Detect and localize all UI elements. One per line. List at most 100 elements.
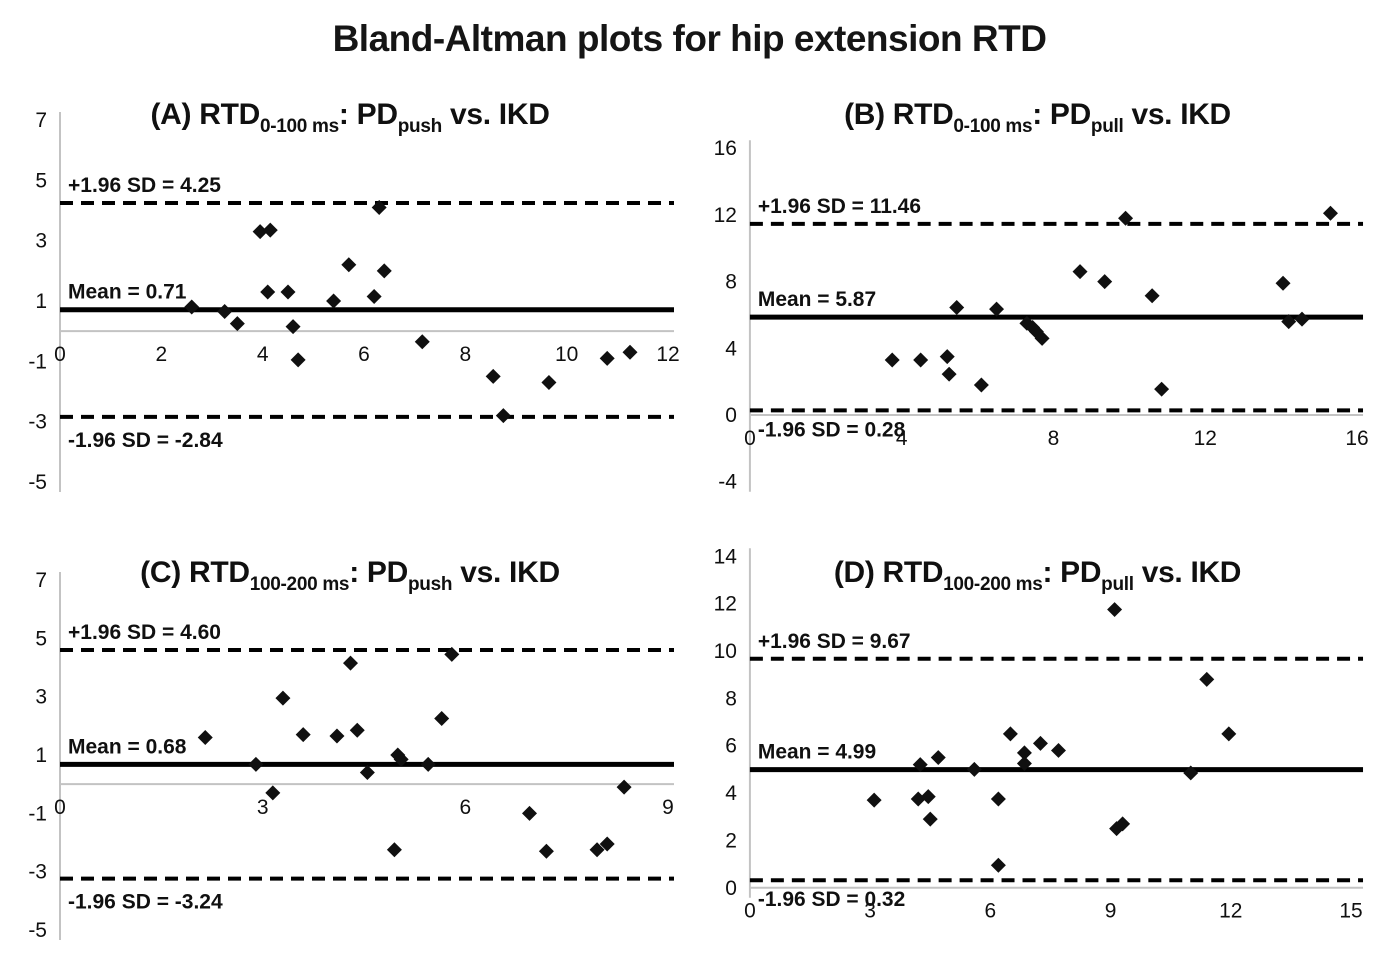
data-point <box>1016 755 1032 771</box>
data-point <box>622 344 638 360</box>
x-axis-tick-label: 6 <box>459 796 471 819</box>
panel-c: 7 5 3 1 -1 -3 -5 0 3 6 9 +1.96 SD = 4.60 Mean = 0.68… <box>0 522 690 966</box>
y-axis-tick-label: 5 <box>35 627 47 650</box>
data-point <box>913 352 929 368</box>
data-point <box>371 199 387 215</box>
x-axis-tick-label: 12 <box>1219 900 1242 923</box>
y-axis-tick-label: 4 <box>725 782 737 805</box>
data-point <box>329 728 345 744</box>
lower-loa-label: -1.96 SD = 0.28 <box>758 418 906 441</box>
y-axis-tick-label: 1 <box>35 744 47 767</box>
x-axis-tick-label: 16 <box>1345 427 1368 450</box>
data-point <box>922 811 938 827</box>
figure-title: Bland-Altman plots for hip extension RTD <box>332 18 1047 59</box>
data-point <box>910 791 926 807</box>
data-point <box>341 257 357 273</box>
data-point <box>420 756 436 772</box>
data-point <box>285 319 301 335</box>
data-point <box>280 284 296 300</box>
x-axis-tick-label: 15 <box>1339 900 1362 923</box>
data-point <box>989 301 1005 317</box>
upper-loa-label: +1.96 SD = 11.46 <box>758 195 921 218</box>
y-axis-tick-label: 16 <box>714 137 737 160</box>
data-point <box>1144 288 1160 304</box>
data-point <box>366 288 382 304</box>
data-point <box>541 374 557 390</box>
data-point <box>1275 275 1291 291</box>
data-point <box>1032 735 1048 751</box>
data-point <box>252 224 268 240</box>
data-point <box>1154 381 1170 397</box>
mean-label: Mean = 0.68 <box>68 735 187 758</box>
y-axis-tick-label: 6 <box>725 735 737 758</box>
y-axis-tick-label: 7 <box>35 109 47 132</box>
x-axis-tick-label: 2 <box>155 343 167 366</box>
data-point <box>941 366 957 382</box>
x-axis-tick-label: 3 <box>257 796 269 819</box>
lower-loa-label: -1.96 SD = -2.84 <box>68 429 223 452</box>
data-point <box>973 377 989 393</box>
y-axis-tick-label: 2 <box>725 829 737 852</box>
y-axis-tick-label: 8 <box>725 687 737 710</box>
data-point <box>495 408 511 424</box>
upper-loa-label: +1.96 SD = 4.60 <box>68 621 221 644</box>
y-axis-tick-label: -5 <box>28 471 47 494</box>
data-point <box>866 792 882 808</box>
y-axis-tick-label: -4 <box>718 471 737 494</box>
x-axis-tick-label: 9 <box>662 796 674 819</box>
data-point <box>990 791 1006 807</box>
data-point <box>414 334 430 350</box>
data-point <box>265 785 281 801</box>
data-point <box>1322 205 1338 221</box>
data-point <box>599 836 615 852</box>
data-point <box>184 299 200 315</box>
y-axis-tick-label: 12 <box>714 204 737 227</box>
y-axis-tick-label: -1 <box>28 350 47 373</box>
data-point <box>290 352 306 368</box>
y-axis-tick-label: 4 <box>725 337 737 360</box>
data-point <box>930 750 946 766</box>
lower-loa-label: -1.96 SD = 0.32 <box>758 888 905 911</box>
y-axis-tick-label: 3 <box>35 686 47 709</box>
x-axis-tick-label: 8 <box>459 343 471 366</box>
x-axis-tick-label: 9 <box>1105 900 1117 923</box>
data-point <box>217 304 233 320</box>
panel-title: (B) RTD0-100 ms: PDpull vs. IKD <box>844 98 1231 137</box>
x-axis-tick-label: 0 <box>744 427 756 450</box>
x-axis-tick-label: 0 <box>744 900 756 923</box>
y-axis-tick-label: 8 <box>725 271 737 294</box>
data-point <box>616 779 632 795</box>
y-axis-tick-label: -3 <box>28 411 47 434</box>
data-point <box>990 857 1006 873</box>
panel-title: (A) RTD0-100 ms: PDpush vs. IKD <box>150 98 549 137</box>
y-axis-tick-label: 5 <box>35 169 47 192</box>
panel-b-chart: 16 12 8 4 0 -4 0 4 8 12 16 +1.96 SD = 11.46 Mean = 5… <box>714 98 1369 494</box>
data-point <box>260 284 276 300</box>
mean-label: Mean = 4.99 <box>758 741 876 764</box>
data-point <box>939 349 955 365</box>
y-axis-tick-label: -1 <box>28 802 47 825</box>
x-axis-tick-label: 8 <box>1048 427 1060 450</box>
panel-grid: 7 5 3 1 -1 -3 -5 0 2 4 6 8 10 12 +1.96 SD = 4.25 Mean =… <box>0 78 1379 966</box>
x-axis-tick-label: 12 <box>656 343 679 366</box>
x-axis-tick-label: 3 <box>864 900 876 923</box>
data-point <box>326 293 342 309</box>
x-axis-tick-label: 4 <box>896 427 908 450</box>
data-point <box>485 368 501 384</box>
data-point <box>522 805 538 821</box>
data-point <box>386 842 402 858</box>
data-point <box>434 711 450 727</box>
x-axis-tick-label: 0 <box>54 343 66 366</box>
x-axis-tick-label: 0 <box>54 796 66 819</box>
data-point <box>393 751 409 767</box>
data-point <box>1051 742 1066 758</box>
mean-label: Mean = 5.87 <box>758 288 876 311</box>
data-point <box>589 842 605 858</box>
panel-d-chart: 14 12 10 8 6 4 2 00 3 6 9 12 15 +1.96 SD = 9.67 Mean =… <box>714 545 1364 923</box>
mean-label: Mean = 0.71 <box>68 281 187 304</box>
data-point <box>444 646 460 662</box>
data-point <box>349 722 365 738</box>
data-point <box>884 352 900 368</box>
panel-title: (D) RTD100-200 ms: PDpull vs. IKD <box>834 556 1241 595</box>
